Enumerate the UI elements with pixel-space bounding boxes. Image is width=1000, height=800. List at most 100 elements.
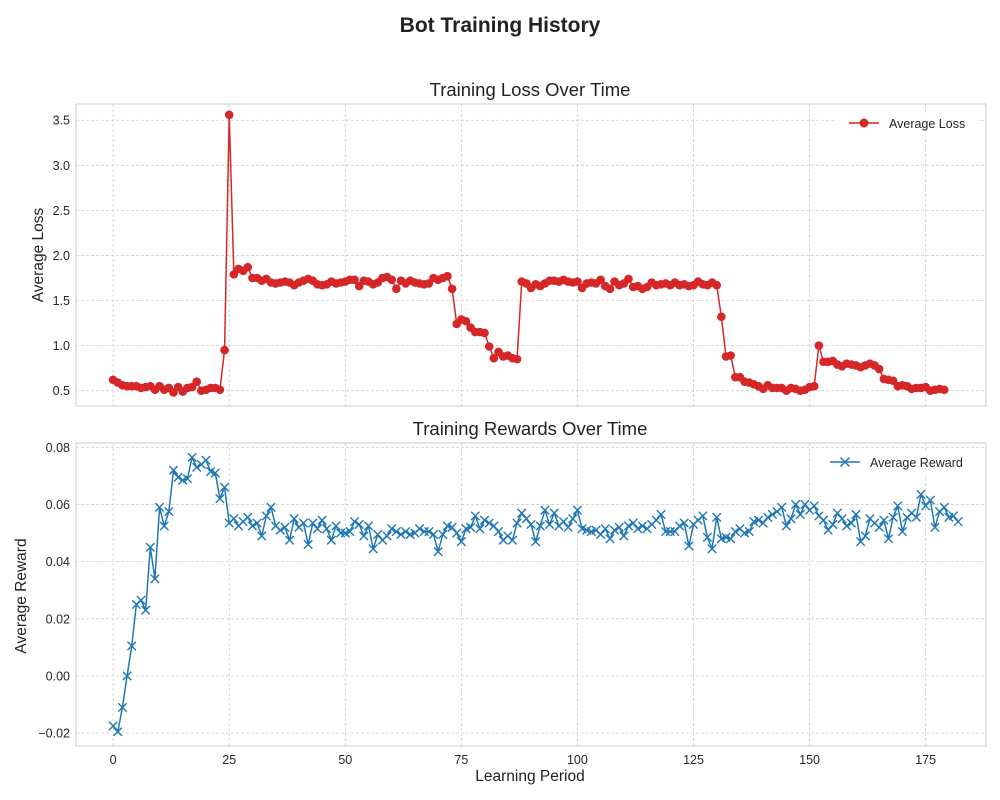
reward-data-point — [247, 521, 258, 531]
reward-y-tick-label: 0.00 — [46, 669, 70, 683]
reward-data-point — [512, 518, 522, 528]
loss-y-tick-label: 2.0 — [53, 249, 70, 263]
reward-data-point — [447, 522, 457, 533]
loss-y-tick-label: 2.5 — [53, 204, 70, 218]
reward-data-point — [800, 499, 810, 510]
reward-data-point — [883, 534, 894, 544]
reward-data-point — [424, 526, 434, 537]
reward-data-point — [113, 727, 123, 737]
reward-data-point — [911, 512, 922, 523]
reward-data-point — [349, 516, 360, 527]
reward-data-point — [140, 605, 151, 615]
reward-data-point — [173, 472, 183, 482]
reward-data-point — [266, 502, 276, 513]
reward-data-point — [832, 508, 843, 518]
reward-data-point — [623, 521, 634, 531]
reward-data-point — [322, 524, 332, 534]
reward-data-point — [540, 505, 550, 515]
reward-data-point — [897, 526, 908, 537]
reward-data-point — [507, 535, 518, 545]
reward-data-point — [842, 521, 852, 531]
loss-data-point — [605, 284, 615, 294]
loss-legend-marker — [859, 118, 869, 128]
loss-chart-title: Training Loss Over Time — [430, 79, 631, 100]
reward-data-point — [563, 522, 573, 533]
reward-data-point — [846, 518, 857, 528]
reward-data-point — [916, 489, 926, 500]
loss-data-point — [809, 381, 819, 391]
reward-grid — [76, 443, 986, 746]
loss-panel: Training Loss Over Time Average Loss 0.5… — [30, 79, 987, 407]
reward-data-point — [493, 526, 504, 537]
loss-data-point — [573, 277, 582, 286]
reward-data-point — [763, 512, 773, 523]
loss-data-point — [220, 345, 229, 355]
reward-data-point — [517, 508, 527, 518]
reward-data-point — [489, 521, 499, 531]
reward-data-point — [108, 721, 118, 731]
reward-data-point — [433, 546, 443, 557]
loss-plot-frame — [75, 103, 987, 407]
loss-data-point — [480, 328, 489, 338]
reward-data-point — [860, 531, 870, 541]
loss-data-point — [712, 280, 722, 290]
reward-data-point — [707, 544, 717, 554]
reward-data-point — [730, 526, 740, 537]
reward-y-tick-label: 0.06 — [46, 498, 70, 512]
reward-data-point — [619, 531, 629, 541]
reward-data-point — [874, 522, 884, 533]
reward-data-point — [154, 502, 165, 513]
reward-data-point — [702, 532, 713, 543]
loss-data-point — [392, 284, 401, 294]
reward-data-point — [187, 452, 197, 462]
reward-data-point — [122, 671, 132, 681]
reward-data-point — [470, 511, 480, 521]
reward-data-point — [452, 528, 462, 538]
reward-data-point — [628, 518, 638, 528]
reward-data-point — [828, 519, 838, 530]
loss-data-point — [484, 342, 494, 351]
loss-data-point — [461, 316, 471, 326]
reward-data-point — [484, 518, 494, 528]
reward-x-tick-label: 25 — [222, 753, 236, 767]
reward-data-point — [544, 519, 555, 530]
loss-data-point — [874, 364, 884, 374]
loss-data-point — [512, 354, 522, 364]
reward-data-point — [396, 529, 406, 540]
reward-data-point — [164, 506, 174, 517]
reward-markers — [108, 452, 963, 737]
reward-data-point — [368, 544, 378, 554]
reward-data-point — [767, 509, 778, 520]
reward-x-tick-label: 100 — [567, 753, 588, 767]
reward-data-point — [428, 529, 439, 540]
reward-data-point — [345, 526, 355, 537]
reward-data-point — [823, 525, 833, 535]
reward-data-point — [201, 455, 211, 465]
reward-data-point — [670, 526, 680, 537]
reward-data-point — [210, 468, 220, 478]
loss-y-tick-label: 3.0 — [53, 159, 70, 173]
reward-data-point — [280, 522, 290, 533]
reward-x-tick-label: 75 — [454, 753, 468, 767]
reward-series-line — [112, 456, 959, 733]
loss-data-point — [447, 284, 457, 294]
reward-data-point — [851, 509, 861, 520]
reward-data-point — [698, 511, 708, 521]
reward-data-point — [674, 521, 685, 531]
reward-data-point — [786, 514, 796, 524]
reward-data-point — [781, 521, 792, 531]
reward-data-point — [712, 512, 722, 523]
reward-data-point — [229, 514, 239, 524]
reward-data-point — [400, 526, 411, 537]
reward-data-point — [535, 521, 545, 531]
reward-data-point — [145, 542, 155, 553]
loss-data-point — [717, 312, 726, 322]
reward-data-point — [289, 514, 299, 524]
loss-data-point — [243, 262, 253, 272]
reward-data-point — [475, 524, 485, 534]
reward-data-point — [651, 515, 662, 525]
reward-data-point — [953, 516, 963, 527]
reward-data-point — [252, 518, 262, 528]
reward-data-point — [127, 641, 137, 651]
reward-data-point — [558, 516, 569, 527]
